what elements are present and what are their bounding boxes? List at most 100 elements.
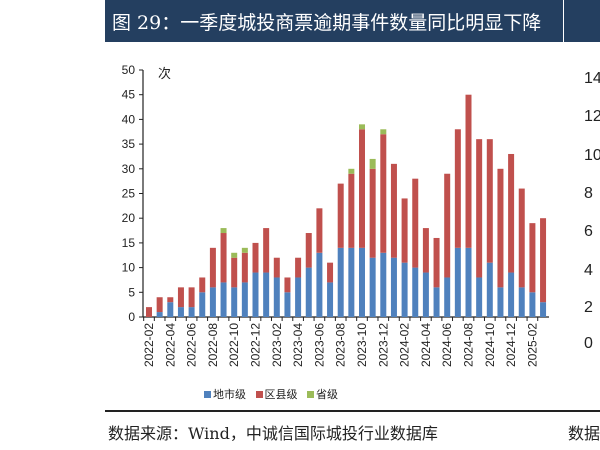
bar-segment-2022-06: [188, 307, 195, 317]
bar-segment-2024-07: [454, 129, 461, 248]
bar-segment-2025-01: [518, 287, 525, 317]
bar-segment-2023-02: [273, 257, 280, 278]
bar-segment-2025-02: [529, 223, 536, 293]
legend: 地市级 区县级 省级: [0, 386, 568, 402]
bar-segment-2023-11: [369, 158, 376, 169]
right-axis-label: 0: [584, 335, 593, 352]
bar-segment-2022-08: [209, 287, 216, 317]
y-axis-unit: 次: [158, 66, 171, 82]
bar-segment-2022-07: [199, 292, 206, 317]
bar-segment-2024-05: [433, 287, 440, 317]
bar-segment-2023-10: [359, 129, 365, 248]
bar-segment-2023-05: [305, 233, 312, 268]
bar-segment-2023-04: [295, 257, 302, 278]
bar-segment-2022-11: [241, 282, 248, 317]
bar-segment-2023-03: [284, 292, 291, 317]
bar-segment-2024-08: [465, 94, 472, 248]
bar-segment-2022-11: [241, 247, 248, 253]
figure-title: 图 29：一季度城投商票逾期事件数量同比明显下降: [112, 12, 542, 34]
bar-segment-2023-08: [337, 183, 344, 248]
bar-segment-2024-06: [444, 277, 451, 317]
x-tick-label: 2023-12: [376, 323, 390, 367]
bar-segment-2024-12: [508, 272, 515, 317]
y-tick-label: 40: [122, 112, 136, 126]
y-tick-label: 30: [122, 162, 136, 176]
bar-segment-2023-09: [348, 247, 355, 317]
bar-segment-2022-04: [167, 302, 174, 317]
bar-segment-2022-09: [220, 228, 227, 234]
bar-segment-2022-10: [231, 287, 238, 317]
bar-segment-2023-03: [284, 277, 291, 293]
x-tick-label: 2023-06: [312, 323, 326, 367]
bar-segment-2024-07: [454, 247, 461, 317]
x-tick-label: 2022-02: [142, 323, 156, 367]
bar-segment-2023-12: [380, 134, 387, 253]
bar-segment-2024-02: [401, 262, 408, 317]
bar-segment-2022-04: [167, 297, 174, 303]
x-tick-label: 2022-08: [206, 323, 220, 367]
bar-segment-2024-11: [497, 287, 504, 317]
bar-segment-2022-10: [231, 257, 238, 288]
y-tick-label: 10: [122, 261, 136, 275]
x-tick-label: 2024-08: [462, 323, 476, 367]
x-tick-label: 2024-10: [483, 323, 497, 367]
bar-segment-2023-01: [263, 272, 270, 317]
bar-segment-2023-09: [348, 173, 355, 248]
bar-segment-2023-07: [327, 282, 334, 317]
bar-segment-2024-10: [486, 262, 493, 317]
legend-swatch-city: [204, 391, 211, 398]
divider: [105, 410, 600, 412]
bar-segment-2023-05: [305, 267, 312, 317]
bar-segment-2024-03: [412, 267, 419, 317]
bar-segment-2025-03: [540, 302, 547, 317]
bar-segment-2022-06: [188, 287, 195, 308]
bar-segment-2023-02: [273, 277, 280, 317]
x-tick-label: 2024-04: [419, 323, 433, 367]
right-axis-label: 14: [584, 70, 600, 87]
bar-segment-2022-08: [209, 247, 216, 288]
right-axis-label: 8: [584, 185, 593, 202]
source-note-right-partial: 数据: [568, 424, 600, 443]
title-banner-right: [564, 0, 600, 42]
y-tick-label: 5: [128, 285, 135, 299]
bar-segment-2023-04: [295, 277, 302, 317]
bar-segment-2022-12: [252, 272, 259, 317]
bar-segment-2022-09: [220, 282, 227, 317]
bar-segment-2023-06: [316, 208, 323, 253]
bar-segment-2024-03: [412, 178, 419, 268]
x-tick-label: 2022-06: [185, 323, 199, 367]
bar-segment-2024-04: [422, 228, 429, 273]
x-tick-label: 2025-02: [525, 323, 539, 367]
x-tick-label: 2024-12: [504, 323, 518, 367]
bar-segment-2024-11: [497, 168, 504, 288]
bar-segment-2024-04: [422, 272, 429, 317]
y-tick-label: 25: [122, 187, 136, 201]
source-note: 数据来源：Wind，中诚信国际城投行业数据库: [108, 424, 438, 443]
bar-segment-2025-02: [529, 292, 536, 317]
bar-segment-2022-05: [177, 287, 184, 308]
y-tick-label: 35: [122, 137, 136, 151]
bar-segment-2024-02: [401, 198, 408, 263]
y-tick-label: 50: [122, 63, 136, 77]
x-tick-label: 2022-10: [227, 323, 241, 367]
bar-segment-2024-05: [433, 237, 440, 288]
bar-segment-2023-07: [327, 262, 334, 283]
bar-segment-2022-02: [146, 307, 152, 317]
bar-segment-2022-07: [199, 277, 206, 293]
y-tick-label: 0: [128, 310, 135, 324]
bar-segment-2024-10: [486, 139, 493, 263]
right-axis-label: 6: [584, 223, 593, 240]
y-tick-label: 45: [122, 88, 136, 102]
y-tick-label: 15: [122, 236, 136, 250]
bar-segment-2023-08: [337, 247, 344, 317]
bar-segment-2024-01: [390, 163, 397, 258]
x-tick-label: 2022-04: [163, 323, 177, 367]
bar-segment-2023-12: [380, 129, 387, 135]
bar-segment-2023-06: [316, 252, 323, 317]
bar-segment-2024-09: [476, 139, 483, 278]
title-banner: [105, 0, 563, 42]
bar-segment-2022-12: [252, 242, 259, 273]
bar-segment-2022-09: [220, 233, 227, 283]
legend-swatch-county: [255, 391, 263, 398]
